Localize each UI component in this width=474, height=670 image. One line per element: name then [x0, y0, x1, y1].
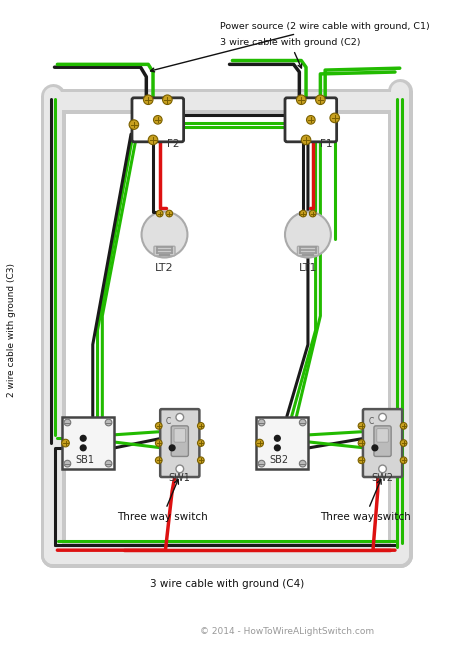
Circle shape: [62, 440, 69, 447]
Text: SW1: SW1: [169, 473, 191, 483]
FancyBboxPatch shape: [285, 98, 337, 142]
Circle shape: [300, 460, 306, 467]
Circle shape: [198, 440, 204, 446]
FancyBboxPatch shape: [256, 417, 309, 470]
FancyBboxPatch shape: [174, 429, 185, 442]
Text: SB2: SB2: [270, 455, 289, 465]
Text: SW2: SW2: [372, 473, 393, 483]
Circle shape: [148, 135, 158, 145]
Circle shape: [105, 460, 112, 467]
Circle shape: [176, 465, 183, 473]
Circle shape: [64, 460, 71, 467]
Circle shape: [274, 436, 280, 441]
Text: Three way switch: Three way switch: [117, 480, 208, 521]
FancyBboxPatch shape: [171, 426, 188, 456]
Circle shape: [379, 465, 386, 473]
FancyBboxPatch shape: [154, 247, 175, 256]
FancyBboxPatch shape: [374, 426, 391, 456]
Circle shape: [300, 419, 306, 426]
FancyBboxPatch shape: [132, 98, 183, 142]
Circle shape: [400, 457, 407, 464]
Text: F2: F2: [167, 139, 180, 149]
Text: C: C: [368, 417, 374, 426]
Text: 3 wire cable with ground (C2): 3 wire cable with ground (C2): [220, 38, 360, 68]
Circle shape: [285, 212, 331, 257]
Circle shape: [142, 212, 187, 257]
FancyBboxPatch shape: [160, 409, 200, 477]
Circle shape: [358, 423, 365, 429]
Circle shape: [316, 95, 325, 105]
Circle shape: [155, 457, 162, 464]
Text: 3 wire cable with ground (C4): 3 wire cable with ground (C4): [149, 578, 304, 588]
Circle shape: [155, 440, 162, 446]
Circle shape: [358, 457, 365, 464]
Circle shape: [169, 445, 175, 451]
Text: LT1: LT1: [299, 263, 317, 273]
Circle shape: [330, 113, 339, 123]
Text: C: C: [165, 417, 171, 426]
Circle shape: [372, 445, 378, 451]
Circle shape: [300, 210, 307, 217]
Circle shape: [154, 115, 162, 124]
Circle shape: [358, 440, 365, 446]
Circle shape: [258, 419, 265, 426]
Circle shape: [80, 436, 86, 441]
Circle shape: [198, 423, 204, 429]
Circle shape: [198, 457, 204, 464]
Text: Power source (2 wire cable with ground, C1): Power source (2 wire cable with ground, …: [151, 22, 430, 72]
Text: 2 wire cable with ground (C3): 2 wire cable with ground (C3): [7, 263, 16, 397]
Circle shape: [310, 210, 316, 217]
Circle shape: [301, 135, 311, 145]
Circle shape: [144, 95, 153, 105]
Circle shape: [400, 423, 407, 429]
Text: LT2: LT2: [155, 263, 174, 273]
Circle shape: [156, 210, 163, 217]
Circle shape: [176, 413, 183, 421]
Circle shape: [258, 460, 265, 467]
Circle shape: [307, 115, 315, 124]
Circle shape: [80, 445, 86, 451]
Circle shape: [64, 419, 71, 426]
Circle shape: [274, 445, 280, 451]
Circle shape: [166, 210, 173, 217]
Text: Three way switch: Three way switch: [320, 480, 410, 521]
Circle shape: [163, 95, 172, 105]
Text: © 2014 - HowToWireALightSwitch.com: © 2014 - HowToWireALightSwitch.com: [200, 627, 374, 636]
Circle shape: [155, 423, 162, 429]
Circle shape: [400, 440, 407, 446]
FancyBboxPatch shape: [297, 247, 319, 256]
Circle shape: [256, 440, 264, 447]
Circle shape: [296, 95, 306, 105]
Circle shape: [129, 120, 139, 129]
FancyBboxPatch shape: [62, 417, 114, 470]
Circle shape: [105, 419, 112, 426]
FancyBboxPatch shape: [377, 429, 388, 442]
Text: F1: F1: [320, 139, 333, 149]
FancyBboxPatch shape: [363, 409, 402, 477]
Circle shape: [379, 413, 386, 421]
Text: SB1: SB1: [75, 455, 94, 465]
